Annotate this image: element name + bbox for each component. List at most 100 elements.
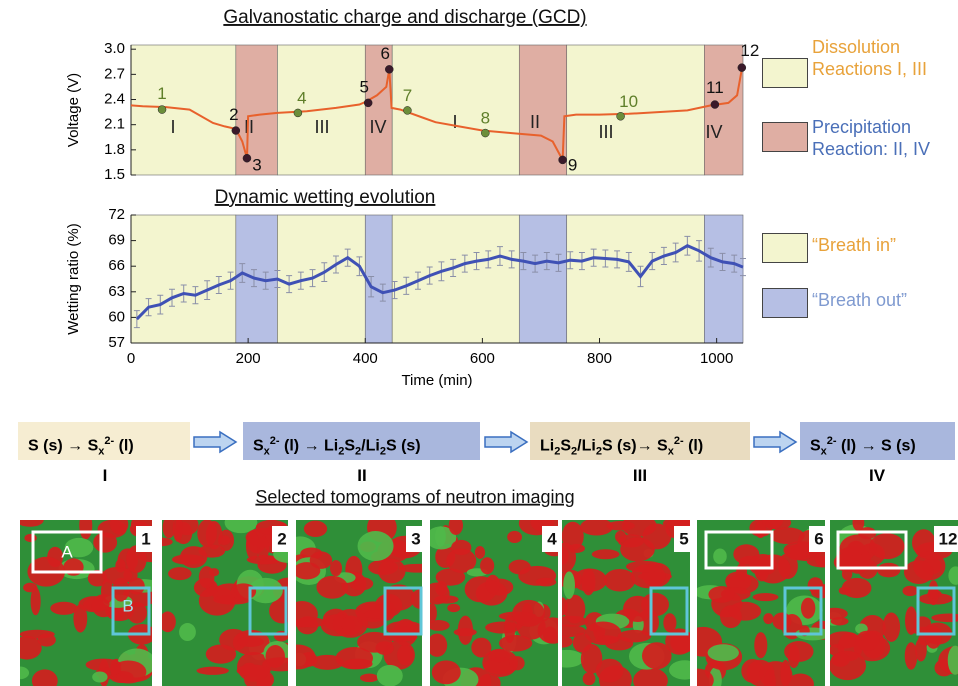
state-point	[558, 155, 567, 165]
highlight-box	[649, 586, 689, 636]
tomogram-blob	[572, 632, 592, 653]
panel-label-bg	[272, 526, 292, 552]
tomogram-blob	[535, 577, 557, 587]
tomogram-blob	[763, 613, 774, 625]
state-point-label: 10	[619, 92, 638, 111]
panel-label-bg	[809, 526, 829, 552]
tomogram-blob	[925, 625, 942, 649]
tomogram-blob	[713, 548, 727, 565]
formula-part: S	[810, 437, 821, 455]
legend-label: Precipitation Reaction: II, IV	[812, 117, 931, 159]
legend-label: “Breath out”	[812, 290, 908, 310]
tomogram-blob	[20, 666, 30, 680]
tomogram-blob	[562, 635, 573, 648]
tomogram-blob	[572, 568, 607, 592]
region	[235, 44, 278, 176]
tomogram-blob	[641, 642, 672, 670]
y-tick-label: 69	[108, 232, 125, 249]
panel-label: 6	[814, 529, 823, 548]
y-axis-label: Wetting ratio (%)	[65, 223, 82, 334]
formula-part: S	[253, 437, 264, 455]
tomogram-blob	[457, 615, 474, 645]
region	[364, 214, 393, 344]
tomogram-blob	[128, 577, 145, 595]
tomogram-blob	[772, 612, 792, 630]
tomogram-blob	[50, 601, 78, 615]
tomogram-blob	[316, 575, 349, 599]
reaction-box: Li2S2/Li2S (s)→ Sx2- (l)	[530, 422, 750, 460]
region	[391, 214, 520, 344]
y-tick-label: 60	[108, 308, 125, 325]
highlight-box	[111, 586, 151, 636]
section-title: Selected tomograms of neutron imaging	[255, 487, 574, 507]
tomogram-blob	[431, 660, 461, 685]
formula-part: 2	[355, 445, 362, 458]
formula-part: 2	[571, 445, 578, 458]
tomogram-blob	[196, 666, 229, 675]
tomogram-blob	[615, 530, 627, 543]
region-label: I	[170, 117, 175, 137]
y-tick-label: 2.7	[104, 65, 125, 82]
legend-label: Dissolution Reactions I, III	[812, 37, 928, 79]
tomogram-blob	[498, 634, 533, 652]
tomogram-blob	[847, 553, 868, 574]
tomogram-blob	[172, 520, 183, 542]
arrow	[193, 430, 238, 454]
tomogram-blob	[507, 530, 522, 543]
tomogram-blob	[633, 667, 668, 686]
tomogram-blob	[446, 548, 477, 573]
panel-label-bg	[542, 526, 562, 552]
tomogram	[562, 520, 690, 686]
chart-title: Dynamic wetting evolution	[215, 187, 436, 208]
panel-label-bg	[674, 526, 694, 552]
panel-label-bg	[136, 526, 156, 552]
state-point	[157, 105, 167, 114]
legend-swatch	[762, 233, 808, 263]
formula-part: Li	[540, 437, 555, 455]
tomogram-blob	[197, 520, 217, 547]
formula-part: 2-	[269, 435, 280, 447]
tomogram-blob	[947, 645, 958, 675]
tomogram-blob	[329, 560, 343, 577]
formula-part: (l) → S (s)	[836, 437, 916, 455]
tomogram-blob	[447, 603, 461, 613]
highlight-box	[31, 530, 103, 574]
state-point	[481, 128, 490, 138]
highlight-box	[383, 586, 423, 636]
tomogram-blob	[109, 520, 129, 535]
y-tick-label: 72	[108, 206, 125, 223]
tomogram-blob	[471, 637, 492, 658]
formula-part: (l)	[683, 437, 704, 455]
tomogram-blob	[37, 633, 56, 647]
region	[704, 214, 744, 344]
region-label: I	[452, 112, 457, 132]
formula-part: 2-	[104, 435, 115, 447]
region-label: IV	[369, 117, 386, 137]
step-label: IV	[868, 466, 886, 485]
tomogram-blob	[296, 644, 316, 670]
state-point	[737, 63, 747, 72]
tomogram-blob	[869, 533, 905, 560]
region-label: II	[244, 117, 254, 137]
formula-part: 2	[338, 445, 345, 458]
y-tick-label: 1.5	[104, 166, 125, 183]
region	[364, 44, 393, 176]
tomogram-blob	[708, 586, 735, 603]
reaction-box: Sx2- (l) → S (s)	[800, 422, 955, 460]
panel-label: 2	[277, 529, 286, 548]
tomogram-blob	[386, 620, 422, 636]
tomogram	[430, 520, 558, 686]
formula-part: S (s)	[385, 437, 421, 455]
tomogram-blob	[931, 613, 958, 623]
highlight-box	[704, 530, 774, 570]
tomogram-blob	[162, 520, 176, 539]
region	[130, 214, 237, 344]
formula-part: 2	[595, 445, 602, 458]
tomogram-blob	[512, 599, 545, 627]
tomogram-blob	[537, 617, 558, 644]
state-point-label: 2	[229, 105, 238, 124]
tomogram-blob	[30, 587, 41, 616]
formula-part: 2-	[826, 435, 837, 447]
state-point	[616, 112, 625, 121]
tomogram-blob	[855, 630, 880, 651]
